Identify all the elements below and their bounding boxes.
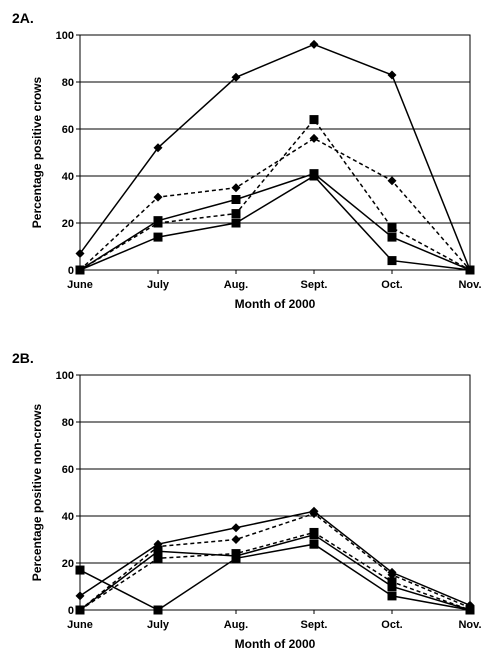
svg-text:40: 40 [62,511,74,523]
svg-text:Sept.: Sept. [301,279,328,291]
svg-text:Aug.: Aug. [224,619,248,631]
svg-text:Month of 2000: Month of 2000 [235,297,316,311]
svg-text:20: 20 [62,558,74,570]
svg-text:July: July [147,619,170,631]
svg-text:Sept.: Sept. [301,619,328,631]
chart-panel: 0 20 40 60 80 100 June July Aug. Sept. Oct. Nov. Mon… [25,20,485,320]
svg-text:60: 60 [62,124,74,136]
svg-text:100: 100 [56,30,74,42]
svg-text:Nov.: Nov. [458,279,481,291]
svg-text:80: 80 [62,77,74,89]
svg-text:100: 100 [56,370,74,382]
svg-text:Percentage positive crows: Percentage positive crows [30,76,44,228]
svg-text:Percentage positive non-crows: Percentage positive non-crows [30,403,44,581]
svg-text:Aug.: Aug. [224,279,248,291]
svg-text:June: June [67,619,93,631]
svg-text:Oct.: Oct. [381,279,402,291]
svg-text:0: 0 [68,605,74,617]
svg-text:Nov.: Nov. [458,619,481,631]
svg-text:20: 20 [62,218,74,230]
svg-text:Month of 2000: Month of 2000 [235,637,316,651]
svg-text:80: 80 [62,417,74,429]
svg-text:0: 0 [68,265,74,277]
chart-panel: 0 20 40 60 80 100 June July Aug. Sept. Oct. Nov. Mon… [25,360,485,660]
figure-container: 2A.020406080100JuneJulyAug.Sept.Oct.Nov.… [0,0,500,667]
svg-text:July: July [147,279,170,291]
svg-text:60: 60 [62,464,74,476]
svg-text:Oct.: Oct. [381,619,402,631]
svg-text:40: 40 [62,171,74,183]
svg-text:June: June [67,279,93,291]
